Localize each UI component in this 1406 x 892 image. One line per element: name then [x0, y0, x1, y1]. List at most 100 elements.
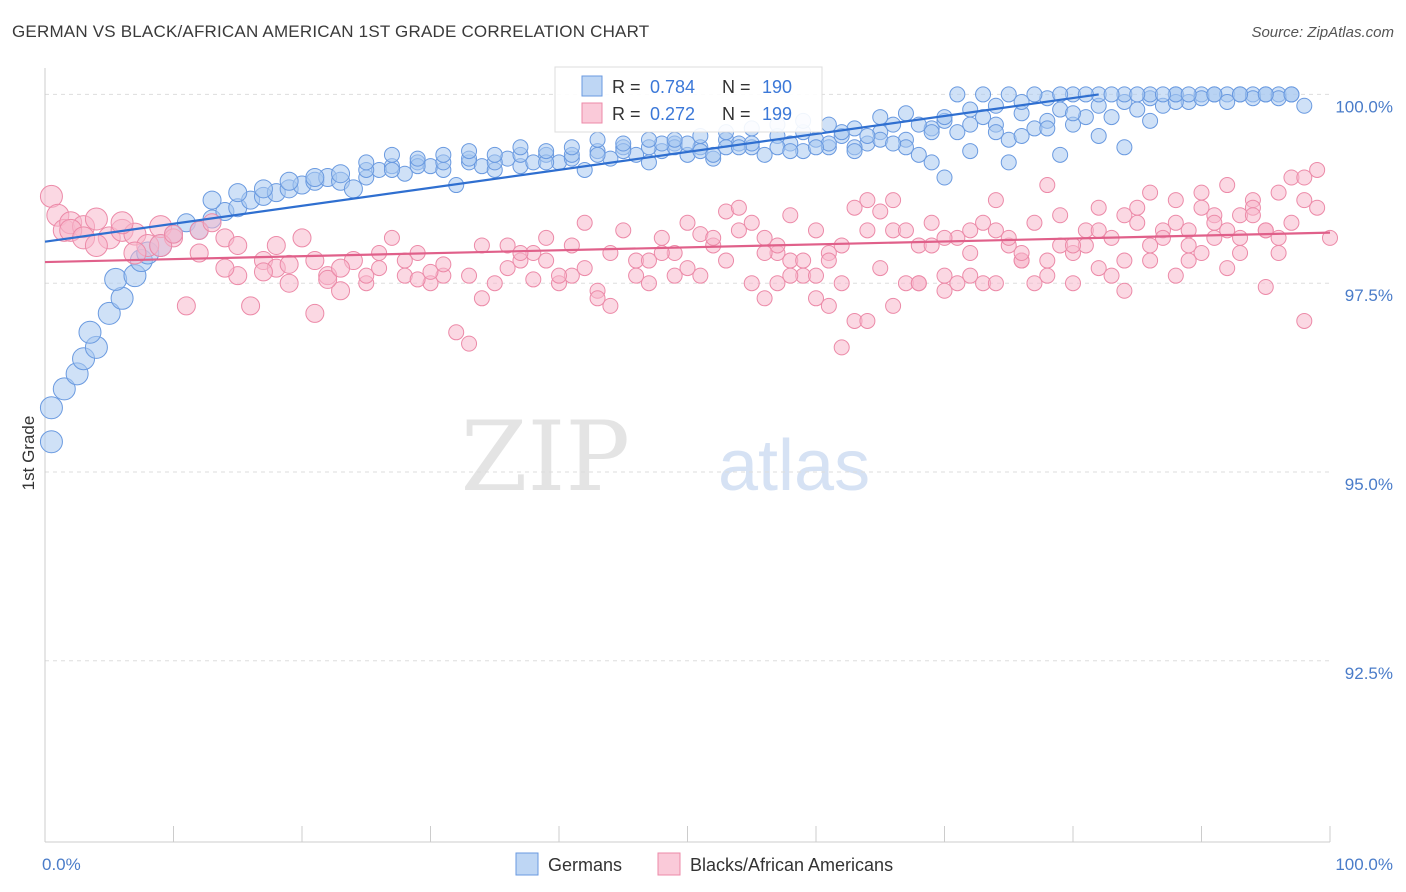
germans-point-133 — [962, 116, 979, 133]
germans-point-200 — [461, 143, 478, 160]
stats-blacks-r-label: R = — [612, 104, 641, 124]
blacks-point-212 — [1296, 169, 1313, 186]
blacks-point-65 — [859, 192, 876, 209]
blacks-point-106 — [123, 241, 147, 265]
blacks-point-151 — [846, 199, 863, 216]
blacks-point-197 — [910, 275, 927, 292]
blacks-point-129 — [538, 252, 555, 269]
blacks-point-34 — [461, 335, 478, 352]
germans-point-132 — [936, 169, 953, 186]
germans-point-6 — [78, 320, 102, 344]
blacks-point-55 — [730, 222, 747, 239]
germans-point-28 — [343, 179, 363, 199]
germans-point-0 — [39, 430, 63, 454]
blacks-point-105 — [110, 211, 134, 235]
blacks-point-206 — [1142, 237, 1159, 254]
germans-point-174 — [1129, 86, 1146, 103]
legend: Germans Blacks/African Americans — [515, 852, 893, 876]
blacks-point-200 — [987, 275, 1004, 292]
blacks-point-124 — [461, 267, 478, 284]
legend-label-germans: Germans — [548, 855, 622, 875]
x-tick-labels: 0.0% 100.0% — [42, 855, 1393, 874]
blacks-point-139 — [679, 260, 696, 277]
legend-swatch-germans — [515, 852, 539, 876]
blacks-point-51 — [679, 214, 696, 231]
blacks-point-121 — [409, 271, 426, 288]
blacks-point-130 — [551, 267, 567, 284]
germans-point-178 — [1026, 86, 1043, 103]
stats-blacks-n-label: N = — [722, 104, 751, 124]
germans-point-192 — [666, 131, 683, 148]
blacks-point-52 — [692, 267, 709, 284]
blacks-point-171 — [1103, 267, 1120, 284]
germans-point-104 — [228, 183, 248, 203]
blacks-point-191 — [795, 252, 812, 269]
blacks-point-70 — [923, 214, 940, 231]
germans-point-106 — [279, 171, 299, 191]
blacks-point-37 — [499, 237, 516, 254]
blacks-point-174 — [1142, 184, 1159, 201]
germans-point-76 — [962, 143, 979, 160]
blacks-point-114 — [279, 254, 299, 274]
germans-point-203 — [383, 146, 400, 163]
blacks-point-46 — [615, 222, 632, 239]
y-tick-label-3: 100.0% — [1335, 97, 1393, 116]
blacks-point-204 — [1090, 222, 1107, 239]
blacks-point-215 — [1206, 229, 1223, 246]
germans-point-175 — [1103, 86, 1120, 103]
germans-point-110 — [383, 161, 400, 178]
germans-point-196 — [563, 139, 580, 156]
blacks-point-110 — [215, 258, 235, 278]
germans-point-1 — [39, 396, 63, 420]
blacks-point-89 — [1167, 267, 1184, 284]
blacks-point-45 — [602, 297, 619, 314]
germans-point-137 — [1039, 120, 1056, 137]
germans-point-102 — [1296, 97, 1313, 114]
blacks-point-152 — [859, 222, 876, 239]
germans-point-181 — [949, 86, 966, 103]
blacks-point-210 — [1244, 207, 1261, 224]
blacks-point-116 — [318, 269, 338, 289]
blacks-point-135 — [628, 267, 645, 284]
germans-point-153 — [808, 139, 824, 156]
blacks-point-21 — [292, 228, 312, 248]
blacks-point-149 — [820, 252, 837, 269]
blacks-point-163 — [1000, 229, 1017, 246]
blacks-point-132 — [576, 260, 593, 277]
germans-point-183 — [897, 105, 914, 122]
blacks-point-119 — [371, 245, 388, 262]
legend-swatch-blacks — [657, 852, 681, 876]
germans-point-198 — [512, 139, 529, 156]
blacks-point-158 — [936, 229, 953, 246]
germans-point-141 — [1116, 139, 1133, 156]
blacks-point-73 — [962, 245, 979, 262]
blacks-point-87 — [1142, 252, 1159, 269]
trendline-germans — [44, 93, 1099, 243]
blacks-point-173 — [1129, 214, 1146, 231]
stats-germans-n-label: N = — [722, 77, 751, 97]
stats-germans-r-label: R = — [612, 77, 641, 97]
blacks-point-63 — [833, 237, 850, 254]
blacks-point-83 — [1090, 260, 1107, 277]
blacks-point-118 — [358, 267, 375, 284]
blacks-point-85 — [1116, 282, 1133, 299]
y-tick-label-2: 97.5% — [1345, 286, 1393, 305]
blacks-point-28 — [383, 229, 400, 246]
blacks-point-120 — [396, 252, 413, 269]
blacks-point-48 — [640, 275, 657, 292]
germans-point-151 — [730, 139, 747, 156]
blacks-point-127 — [512, 245, 529, 262]
blacks-point-81 — [1065, 275, 1081, 292]
blacks-point-148 — [808, 267, 824, 284]
blacks-point-24 — [331, 281, 351, 301]
germans-point-195 — [589, 131, 606, 148]
blacks-point-20 — [279, 273, 299, 293]
y-tick-labels: 92.5% 95.0% 97.5% 100.0% — [1335, 97, 1393, 682]
stats-germans-n-value: 190 — [762, 77, 792, 97]
blacks-point-143 — [730, 199, 747, 216]
blacks-point-54 — [718, 252, 735, 269]
germans-point-131 — [923, 154, 940, 171]
germans-point-179 — [1000, 86, 1017, 103]
germans-point-105 — [253, 179, 273, 199]
